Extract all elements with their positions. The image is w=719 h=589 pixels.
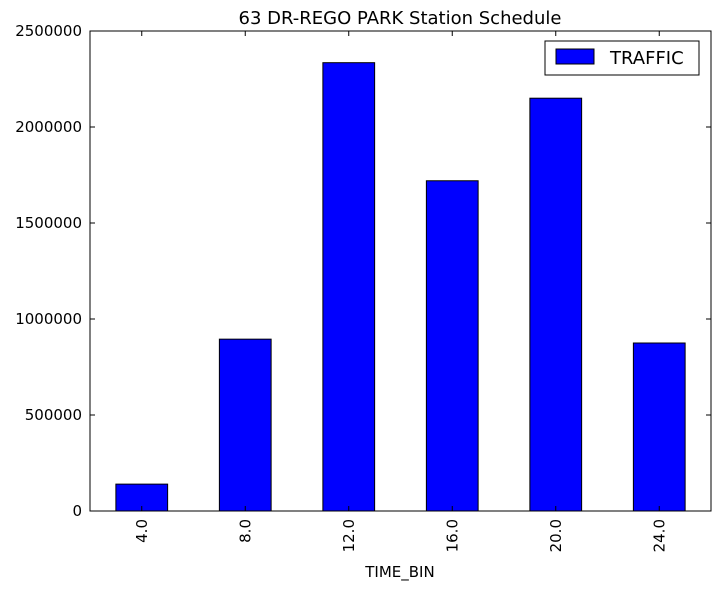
x-tick-label: 4.0 [133,519,151,543]
bar-20.0 [529,97,583,512]
y-tick-label: 2000000 [15,118,82,136]
y-tick-label: 500000 [25,406,82,424]
y-tick-label: 2500000 [15,22,82,40]
x-tick-label: 8.0 [236,519,254,543]
y-tick-label: 1500000 [15,214,82,232]
x-tick-label: 24.0 [650,519,668,552]
x-axis-label: TIME_BIN [364,563,434,582]
y-axis: 0 500000 1000000 1500000 2000000 2500000 [15,22,711,520]
y-tick-label: 0 [72,502,82,520]
bars-group [115,62,686,512]
plot-frame [89,30,712,512]
bar-12.0 [322,62,376,512]
y-tick-label: 1000000 [15,310,82,328]
bar-16.0 [425,180,479,512]
legend-label-traffic: TRAFFIC [609,48,684,69]
x-tick-label: 16.0 [443,519,461,552]
bar-24.0 [632,342,686,512]
x-tick-label: 12.0 [340,519,358,552]
chart-title: 63 DR-REGO PARK Station Schedule [239,8,562,29]
legend: TRAFFIC [544,40,700,76]
x-tick-label: 20.0 [547,519,565,552]
x-axis: 4.0 8.0 12.0 16.0 20.0 24.0 [133,31,668,552]
legend-swatch-traffic [555,48,595,65]
bar-8.0 [218,338,272,512]
